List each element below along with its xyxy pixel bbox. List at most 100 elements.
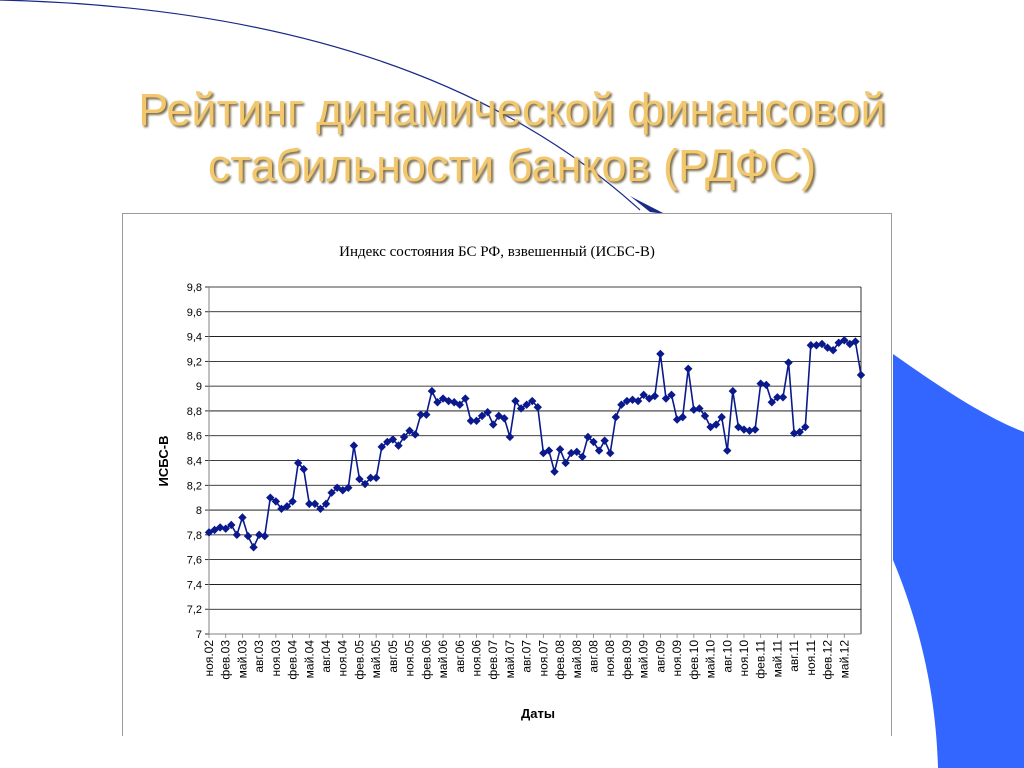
x-tick-label: фев.12 [821, 640, 835, 680]
data-point [728, 386, 738, 396]
x-tick-label: авг.04 [319, 640, 333, 673]
data-point [656, 349, 665, 359]
x-tick-label: ноя.09 [670, 640, 684, 677]
y-tick-label: 8,2 [187, 480, 202, 492]
data-point [555, 445, 565, 454]
data-point [338, 486, 347, 495]
data-point [327, 488, 336, 497]
data-point [750, 425, 760, 434]
data-point [321, 499, 331, 509]
data-point [778, 393, 788, 402]
data-point [483, 407, 492, 417]
data-point [377, 442, 386, 452]
data-point [266, 493, 275, 502]
x-tick-label: авг.06 [453, 640, 467, 673]
data-point [689, 405, 699, 414]
y-tick-label: 9,8 [187, 282, 202, 294]
data-point [232, 530, 242, 540]
data-point [238, 513, 247, 522]
data-point [594, 446, 604, 455]
data-point [461, 394, 470, 403]
data-point [723, 446, 732, 455]
line-chart: Индекс состояния БС РФ, взвешенный (ИСБС… [156, 244, 866, 721]
data-point [249, 543, 258, 552]
x-tick-label: май.04 [302, 640, 316, 679]
data-point [349, 441, 359, 450]
data-point [795, 427, 804, 437]
x-axis-label: Даты [521, 706, 555, 721]
y-tick-label: 9,4 [187, 332, 202, 344]
x-tick-label: ноя.04 [336, 640, 350, 677]
x-tick-label: авг.10 [720, 640, 734, 673]
x-tick-label: май.10 [704, 640, 718, 679]
data-point [516, 404, 526, 413]
x-tick-label: авг.07 [520, 640, 534, 673]
data-point [210, 525, 219, 535]
data-point [756, 379, 765, 388]
x-tick-label: фев.03 [219, 640, 233, 680]
data-point [288, 497, 297, 506]
data-point [444, 396, 453, 406]
data-point [416, 410, 425, 419]
decor-swoosh-line [0, 0, 641, 211]
data-point [243, 531, 253, 541]
data-point [528, 396, 537, 406]
data-point [472, 416, 481, 426]
x-tick-label: ноя.06 [469, 640, 483, 677]
data-point [739, 425, 749, 434]
x-tick-label: май.05 [369, 640, 383, 679]
y-tick-label: 7,8 [187, 530, 202, 542]
y-tick-label: 7 [196, 629, 202, 641]
data-point [277, 504, 286, 514]
y-tick-label: 8,4 [187, 456, 202, 468]
data-point [606, 448, 615, 458]
data-point [784, 358, 793, 367]
data-point [227, 520, 236, 530]
x-tick-label: фев.05 [352, 640, 366, 680]
x-tick-label: ноя.03 [269, 640, 283, 677]
data-point [762, 380, 771, 390]
data-point [427, 386, 437, 396]
x-tick-label: фев.04 [286, 640, 300, 680]
data-point [828, 346, 838, 355]
x-tick-label: ноя.08 [603, 640, 617, 677]
data-point [711, 420, 721, 429]
data-point [410, 430, 420, 439]
y-axis-label: ИСБС-В [156, 435, 171, 486]
x-tick-label: май.06 [436, 640, 450, 679]
y-tick-label: 7,6 [187, 555, 202, 567]
x-tick-label: май.12 [837, 640, 851, 679]
x-tick-label: май.07 [503, 640, 517, 679]
data-point [645, 394, 654, 403]
data-point [260, 531, 269, 541]
data-point [355, 474, 364, 484]
x-tick-label: авг.11 [787, 640, 801, 672]
data-point [801, 422, 810, 432]
y-tick-label: 8 [196, 505, 202, 517]
x-tick-label: ноя.02 [202, 640, 216, 677]
data-point [667, 390, 676, 400]
data-point [628, 395, 637, 404]
x-tick-label: май.08 [570, 640, 584, 679]
slide-title-line-1: Рейтинг динамической финансовой [138, 84, 886, 135]
data-point [561, 458, 570, 468]
series-group [204, 336, 866, 552]
data-point [371, 473, 381, 483]
x-axis-ticks: ноя.02 фев.03 май.03 авг.03 ноя.03 фев.04 май.… [202, 634, 851, 680]
data-point [388, 435, 398, 444]
x-tick-label: ноя.05 [403, 640, 417, 677]
decor-swoosh-tail [630, 196, 665, 214]
data-point [856, 370, 866, 380]
data-point [405, 426, 414, 435]
data-point [466, 416, 476, 426]
chart-title: Индекс состояния БС РФ, взвешенный (ИСБС… [339, 244, 655, 260]
data-point [639, 390, 648, 400]
data-point [695, 404, 704, 413]
data-point [840, 336, 849, 345]
x-tick-label: ноя.07 [536, 640, 550, 677]
data-point [293, 458, 303, 468]
data-point [511, 396, 520, 406]
x-tick-label: фев.06 [419, 640, 433, 680]
data-point [806, 341, 816, 350]
